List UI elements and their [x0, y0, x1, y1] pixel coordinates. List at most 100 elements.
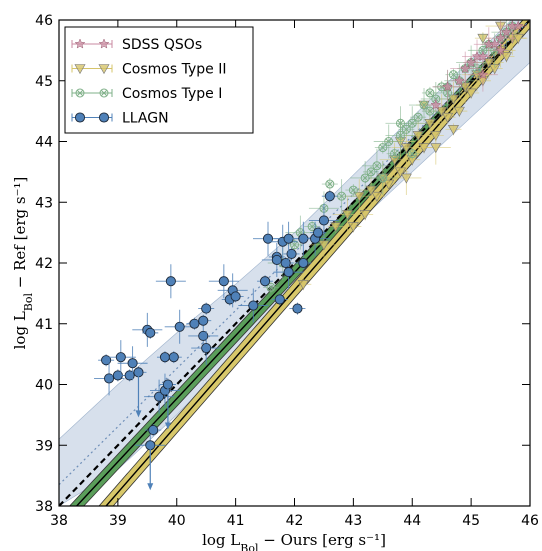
- y-tick-label: 46: [35, 13, 53, 29]
- data-point: [424, 118, 436, 129]
- marker-cross: [426, 89, 434, 97]
- legend-marker: [74, 38, 86, 49]
- marker-cross: [367, 168, 375, 176]
- marker-ring: [348, 185, 358, 195]
- data-point: [366, 167, 376, 177]
- axis-label-part: − Ref [erg s⁻¹]: [11, 177, 29, 293]
- axis-label-part: − Ours [erg s⁻¹]: [258, 531, 385, 549]
- y-tick-label: 38: [35, 499, 53, 515]
- upper-limit-arrowhead: [135, 410, 142, 418]
- data-point: [330, 222, 342, 233]
- data-point: [168, 352, 179, 363]
- series-llagn: [94, 190, 339, 463]
- data-point: [378, 143, 388, 153]
- data-point: [465, 88, 477, 99]
- data-point: [465, 56, 477, 68]
- legend-box: [64, 26, 254, 134]
- data-point: [412, 131, 424, 142]
- x-tick-label: 44: [403, 513, 421, 529]
- data-point: [512, 20, 524, 31]
- data-point: [201, 303, 212, 314]
- data-point: [325, 179, 335, 189]
- marker-ring: [401, 124, 411, 134]
- data-point: [371, 191, 383, 202]
- data-point: [127, 358, 138, 369]
- data-point: [394, 167, 406, 178]
- y-tick-label: 45: [35, 74, 53, 90]
- marker-ring: [290, 240, 299, 250]
- marker-ring: [366, 167, 376, 177]
- marker-cross: [391, 150, 398, 158]
- data-point: [453, 75, 465, 86]
- data-point: [283, 267, 294, 278]
- data-point: [347, 222, 359, 233]
- legend-marker: [99, 88, 109, 98]
- data-point: [495, 32, 506, 43]
- data-point: [353, 191, 365, 202]
- marker-ring: [395, 118, 405, 128]
- y-axis-label: log LBol − Ref [erg s⁻¹]: [11, 177, 35, 350]
- x-tick-label: 41: [227, 513, 245, 529]
- data-point: [280, 257, 291, 269]
- legend-marker: [98, 112, 110, 123]
- x-tick-label: 39: [109, 513, 127, 529]
- data-point: [436, 106, 448, 117]
- data-point: [198, 315, 209, 326]
- data-point: [453, 106, 465, 117]
- data-point: [165, 276, 176, 287]
- y-tick-label: 44: [35, 135, 53, 151]
- data-point: [447, 125, 459, 135]
- legend-label: Cosmos Type I: [122, 86, 222, 102]
- series-sdss-qsos: [427, 20, 528, 112]
- data-point: [266, 282, 276, 292]
- data-point: [401, 124, 411, 134]
- marker-ring: [99, 88, 109, 98]
- data-point: [101, 355, 112, 366]
- legend-label: Cosmos Type II: [122, 62, 226, 78]
- data-point: [383, 179, 395, 190]
- legend-item-cosmos-type-i: Cosmos Type I: [71, 86, 222, 102]
- data-point: [148, 425, 159, 436]
- data-point: [500, 52, 512, 63]
- marker-ring: [307, 222, 317, 232]
- data-point: [271, 254, 282, 266]
- data-point: [145, 327, 156, 338]
- data-point: [400, 173, 412, 184]
- data-point: [442, 81, 453, 92]
- marker-ring: [378, 173, 388, 183]
- data-point: [201, 342, 212, 354]
- axis-label-part: log L: [202, 531, 240, 549]
- data-point: [512, 33, 524, 44]
- data-point: [189, 318, 200, 329]
- data-point: [477, 69, 489, 80]
- data-point: [407, 149, 417, 159]
- data-point: [260, 276, 271, 287]
- data-point: [372, 161, 382, 171]
- x-tick-label: 45: [462, 513, 480, 529]
- data-point: [489, 38, 501, 49]
- legend-label: LLAGN: [122, 111, 169, 127]
- marker-ring: [75, 88, 85, 98]
- data-point: [359, 210, 371, 221]
- data-point: [400, 143, 412, 154]
- upper-limit-arrowhead: [164, 422, 171, 430]
- data-point: [103, 373, 115, 384]
- data-point: [290, 240, 299, 250]
- data-point: [418, 143, 430, 154]
- data-point: [174, 321, 185, 332]
- data-point: [124, 370, 135, 381]
- marker-cross: [338, 192, 345, 200]
- data-point: [448, 70, 458, 80]
- data-point: [286, 248, 297, 259]
- data-point: [348, 185, 358, 195]
- data-point: [413, 112, 423, 122]
- data-point: [218, 276, 229, 287]
- marker-ring: [378, 143, 388, 153]
- legend-marker: [74, 112, 86, 123]
- data-point: [312, 227, 324, 238]
- marker-ring: [384, 137, 394, 146]
- y-tick-label: 43: [35, 195, 53, 211]
- marker-ring: [390, 149, 400, 159]
- axis-label-part: log L: [11, 311, 29, 349]
